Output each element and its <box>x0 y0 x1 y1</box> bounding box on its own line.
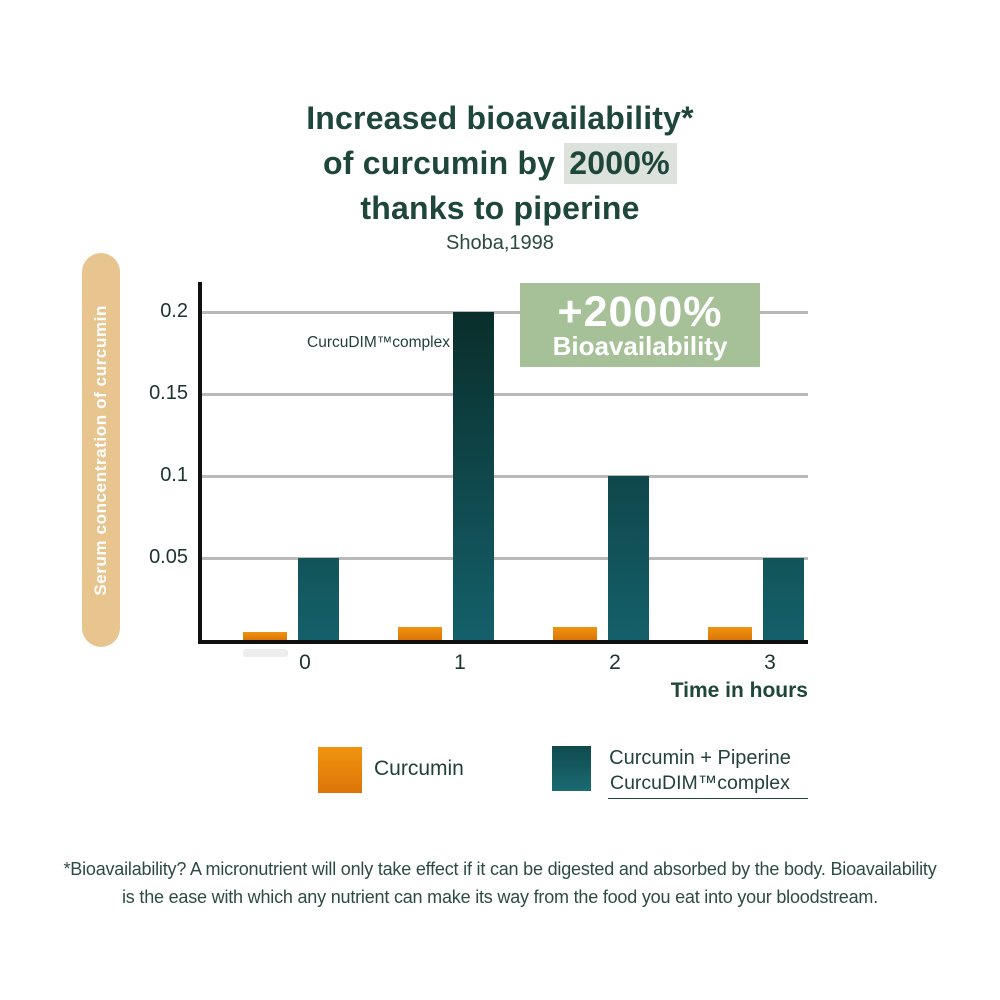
bar-curcumin-1 <box>398 627 442 640</box>
bar-curcumin-piperine-0 <box>298 558 339 640</box>
page-title-line-2: of curcumin by 2000% <box>0 141 1000 186</box>
x-tick-label-1: 1 <box>454 651 466 674</box>
y-axis-label-pill: Serum concentration of curcumin <box>82 253 120 647</box>
page-title: Increased bioavailability* of curcumin b… <box>0 96 1000 231</box>
badge-percent: +2000% <box>557 288 723 336</box>
page-title-line-2-text: of curcumin by <box>323 145 565 181</box>
bar-curcumin-3 <box>708 627 752 640</box>
page-title-line-3: thanks to piperine <box>360 190 640 226</box>
badge-caption: Bioavailability <box>552 331 728 361</box>
y-tick-label-0.1: 0.1 <box>160 464 188 486</box>
bar-curcumin-0 <box>243 632 287 640</box>
gridline-0.1 <box>198 475 808 478</box>
x-axis-title: Time in hours <box>670 679 808 702</box>
bar-curcumin-piperine-1 <box>453 312 494 640</box>
legend-swatch-curcumin-piperine <box>552 746 591 791</box>
y-tick-label-0.15: 0.15 <box>149 382 188 404</box>
page-title-line-1: Increased bioavailability* <box>306 100 694 136</box>
source-citation: Shoba,1998 <box>446 232 554 254</box>
y-axis-label: Serum concentration of curcumin <box>91 304 110 596</box>
legend-link-curcudim[interactable]: CurcuDIM™complex <box>608 771 808 799</box>
x-tick-label-3: 3 <box>764 651 776 674</box>
chart-annotation: CurcuDIM™complex <box>307 334 450 351</box>
x-axis-line <box>198 640 808 644</box>
y-tick-label-0.05: 0.05 <box>149 546 188 568</box>
gridline-0.2 <box>198 311 808 314</box>
title-highlight-2000: 2000% <box>564 143 677 184</box>
legend-label-piperine-line: Curcumin + Piperine <box>609 747 791 769</box>
bar-curcumin-piperine-2 <box>608 476 649 640</box>
bar-curcumin-piperine-3 <box>763 558 804 640</box>
legend-label-curcumin: Curcumin <box>374 757 464 780</box>
footnote: *Bioavailability? A micronutrient will o… <box>63 859 937 907</box>
legend-label-curcumin-piperine: Curcumin + Piperine CurcuDIM™complex <box>608 746 808 799</box>
gridline-0.15 <box>198 393 808 396</box>
y-tick-label-0.2: 0.2 <box>160 300 188 322</box>
gridline-0.05 <box>198 557 808 560</box>
print-artifact <box>243 649 288 657</box>
x-tick-label-0: 0 <box>299 651 311 674</box>
x-tick-label-2: 2 <box>609 651 621 674</box>
bioavailability-badge: +2000% Bioavailability <box>520 283 760 367</box>
bar-curcumin-2 <box>553 627 597 640</box>
y-axis-line <box>198 282 202 644</box>
legend-swatch-curcumin <box>318 747 362 793</box>
